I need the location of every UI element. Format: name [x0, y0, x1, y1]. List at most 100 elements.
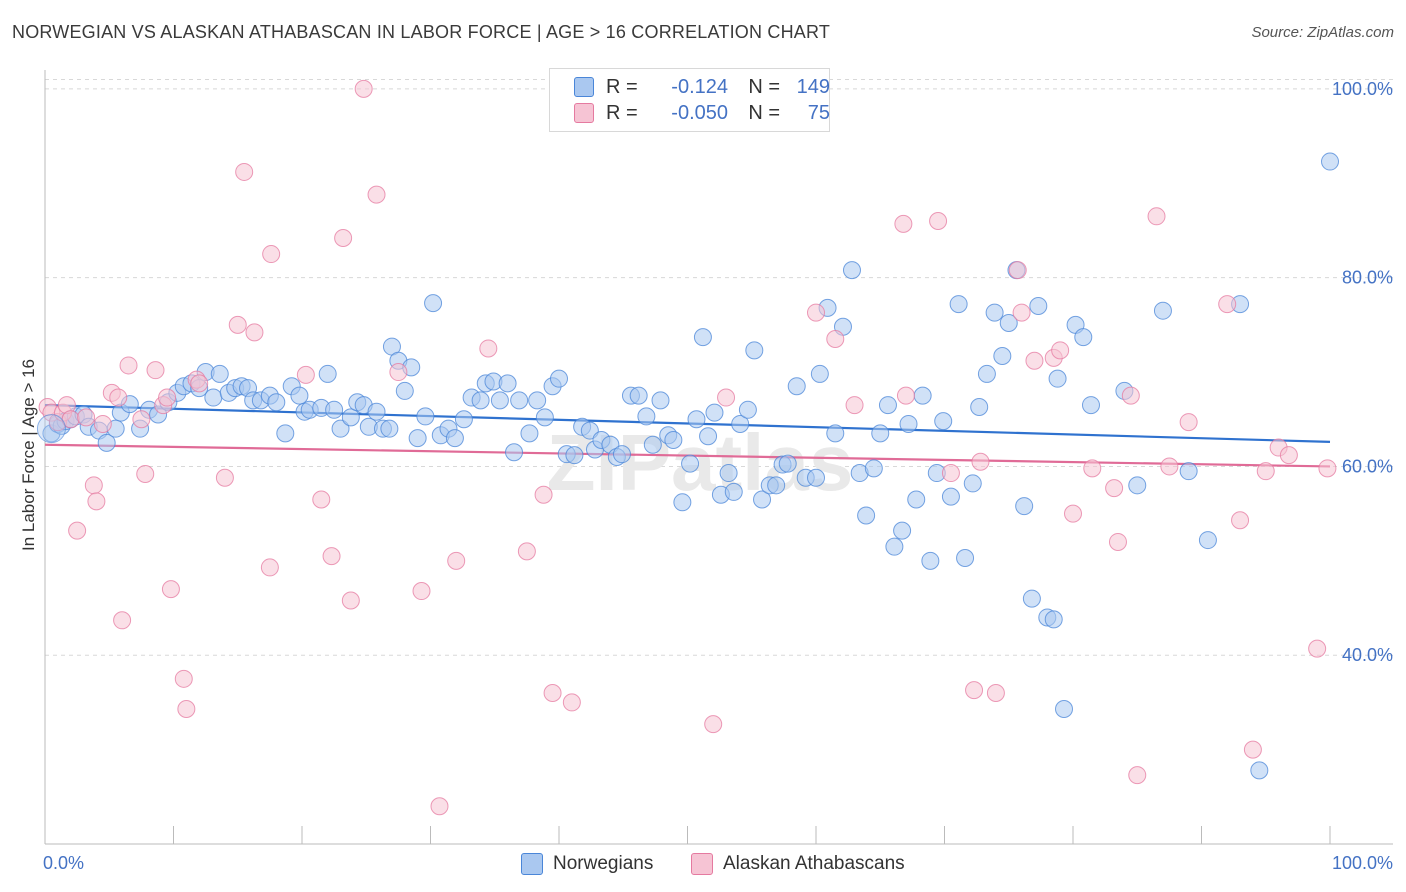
data-point: [1318, 459, 1337, 478]
legend-row-norwegians: R = -0.124 N = 149: [574, 74, 830, 100]
data-point: [1250, 761, 1269, 780]
x-tick-label: 100.0%: [1332, 853, 1393, 873]
data-point: [878, 396, 897, 415]
data-point: [767, 476, 786, 495]
data-point: [290, 386, 309, 405]
data-point: [971, 452, 990, 471]
y-tick-label: 60.0%: [1342, 456, 1393, 476]
data-points: [36, 79, 1339, 816]
data-point: [334, 229, 353, 248]
data-point: [190, 374, 209, 393]
data-point: [146, 361, 165, 380]
data-point: [228, 315, 247, 334]
data-point: [565, 446, 584, 465]
data-point: [845, 396, 864, 415]
data-point: [965, 681, 984, 700]
data-point: [1015, 497, 1034, 516]
data-point: [535, 408, 554, 427]
data-point: [1121, 386, 1140, 405]
data-point: [380, 419, 399, 438]
source-label: Source: ZipAtlas.com: [1251, 24, 1394, 41]
legend-label: Alaskan Athabascans: [723, 853, 905, 874]
data-point: [528, 391, 547, 410]
data-point: [1218, 295, 1237, 314]
data-point: [87, 492, 106, 511]
data-point: [215, 468, 234, 487]
data-point: [871, 424, 890, 443]
data-point: [505, 443, 524, 462]
data-point: [963, 474, 982, 493]
data-point: [161, 580, 180, 599]
trend-line-norwegians: [44, 403, 1331, 443]
n-label: N =: [748, 101, 780, 124]
data-point: [949, 295, 968, 314]
data-point: [699, 427, 718, 446]
data-point: [520, 424, 539, 443]
n-value: 149: [796, 75, 830, 98]
data-point: [705, 403, 724, 422]
data-point: [704, 715, 723, 734]
data-point: [807, 303, 825, 322]
data-point: [719, 464, 738, 483]
data-point: [68, 521, 87, 540]
data-point: [896, 386, 915, 405]
data-point: [1128, 766, 1147, 785]
data-point: [1022, 589, 1041, 608]
data-point: [1321, 152, 1339, 171]
data-point: [985, 303, 1004, 322]
data-point: [1153, 301, 1172, 320]
data-point: [97, 433, 116, 452]
data-point: [367, 402, 386, 421]
data-point: [408, 429, 427, 448]
data-point: [445, 429, 464, 448]
data-point: [245, 323, 264, 342]
data-point: [1064, 504, 1082, 523]
data-point: [673, 493, 692, 512]
data-point: [341, 591, 360, 610]
data-point: [1008, 261, 1027, 280]
data-point: [977, 364, 996, 383]
n-value: 75: [807, 101, 830, 124]
data-point: [1279, 446, 1298, 465]
data-point: [999, 313, 1018, 332]
data-point: [941, 464, 960, 483]
data-point: [412, 582, 431, 601]
data-point: [318, 364, 337, 383]
data-point: [517, 542, 536, 561]
data-point: [471, 391, 490, 410]
data-point: [717, 388, 736, 407]
data-point: [498, 374, 517, 393]
data-point: [93, 414, 112, 433]
data-point: [956, 548, 975, 567]
data-point: [857, 506, 876, 525]
data-point: [807, 468, 825, 487]
data-point: [778, 454, 797, 473]
series-norwegians: [42, 152, 1339, 780]
x-tick-label: 0.0%: [43, 853, 84, 873]
data-point: [490, 391, 509, 410]
data-point: [753, 490, 772, 509]
data-point: [907, 490, 926, 509]
data-point: [84, 476, 103, 495]
data-point: [612, 445, 631, 464]
data-point: [1048, 369, 1067, 388]
data-point: [885, 537, 904, 556]
data-point: [312, 490, 331, 509]
data-point: [1055, 700, 1074, 719]
data-point: [36, 414, 66, 444]
pink-swatch: [691, 853, 713, 875]
data-point: [941, 487, 960, 506]
data-point: [826, 424, 845, 443]
data-point: [136, 464, 155, 483]
data-point: [921, 551, 940, 570]
y-tick-label: 80.0%: [1342, 268, 1393, 288]
data-point: [543, 683, 562, 702]
data-point: [562, 693, 581, 712]
data-point: [1243, 740, 1262, 759]
legend-item-athabascans: Alaskan Athabascans: [691, 851, 905, 877]
data-point: [787, 377, 806, 396]
data-point: [204, 388, 223, 407]
data-point: [1198, 531, 1217, 550]
data-point: [1012, 303, 1031, 322]
